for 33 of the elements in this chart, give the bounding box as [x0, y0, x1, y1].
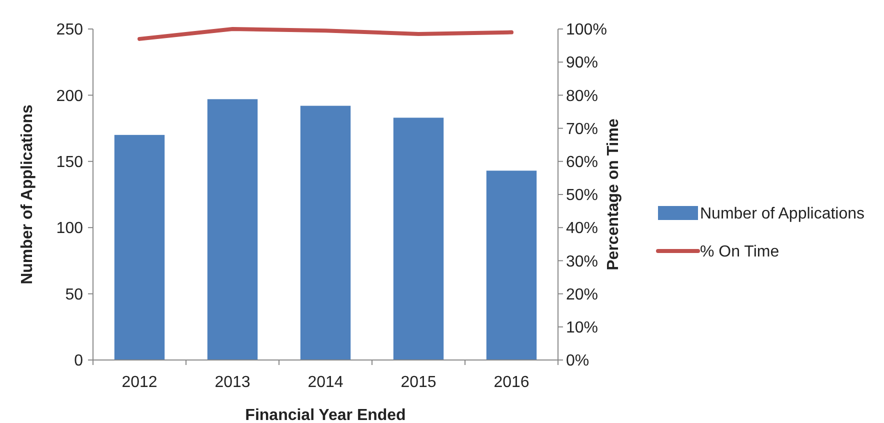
y2-tick-label: 20% [566, 286, 598, 304]
y2-tick-label: 0% [566, 352, 590, 370]
y-tick-label: 200 [56, 88, 84, 105]
y-tick-label: 100 [56, 220, 84, 238]
x-axis-title: Financial Year Ended [245, 407, 406, 423]
bar [300, 106, 351, 360]
y-tick-label: 0 [74, 352, 84, 370]
y2-tick-label: 10% [566, 320, 598, 336]
y2-tick-label: 90% [566, 54, 598, 72]
x-tick-label: 2016 [494, 374, 530, 391]
y2-tick-label: 80% [566, 88, 598, 105]
y2-tick-label: 40% [566, 220, 598, 238]
bar [393, 118, 444, 360]
y2-tick-label: 100% [566, 22, 607, 39]
x-tick-label: 2013 [214, 374, 250, 391]
y2-tick-label: 70% [566, 120, 598, 138]
y2-tick-label: 50% [566, 187, 598, 204]
bar [114, 134, 165, 360]
y-tick-label: 250 [56, 22, 84, 39]
y-tick-label: 50 [65, 286, 84, 304]
bar [486, 170, 537, 360]
y2-tick-label: 60% [566, 154, 598, 171]
y2-axis-title: Percentage on Time [605, 118, 622, 270]
y2-tick-label: 30% [566, 253, 598, 270]
y-tick-label: 150 [56, 154, 84, 171]
line-series [138, 27, 514, 41]
bar [207, 99, 258, 360]
legend-label: % On Time [700, 244, 780, 261]
x-tick-label: 2012 [122, 374, 158, 391]
x-tick-label: 2014 [308, 374, 344, 391]
y-axis-title: Number of Applications [19, 104, 36, 284]
x-tick-label: 2015 [400, 374, 436, 391]
legend-label: Number of Applications [700, 206, 865, 223]
